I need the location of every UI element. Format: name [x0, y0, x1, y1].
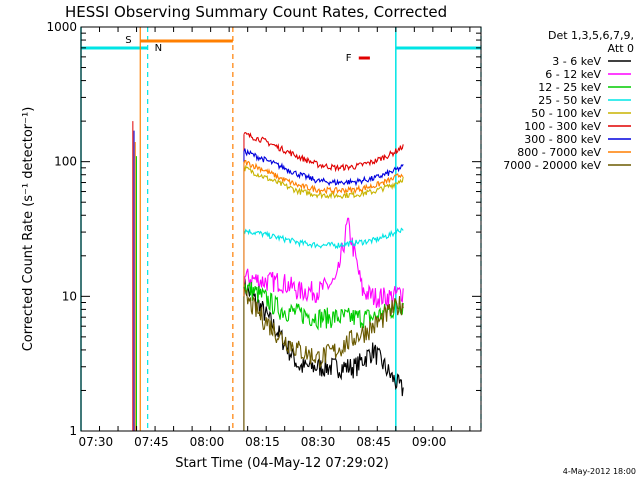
legend-label: 12 - 25 keV: [538, 81, 601, 94]
chart-title: HESSI Observing Summary Count Rates, Cor…: [65, 3, 447, 21]
flare-label: F: [346, 53, 352, 64]
x-tick-label: 08:00: [190, 435, 225, 449]
series-line: [243, 278, 404, 397]
legend-label: 800 - 7000 keV: [517, 146, 601, 159]
legend-label: 50 - 100 keV: [531, 107, 601, 120]
series-line: [243, 227, 404, 250]
x-tick-label: 08:30: [301, 435, 336, 449]
series-line: [243, 132, 404, 173]
y-tick-label: 10: [62, 289, 77, 303]
series-line: [243, 148, 404, 187]
y-axis: 1 10 100 1000: [46, 20, 481, 438]
background-markers: N S F: [80, 27, 482, 431]
legend-label: 100 - 300 keV: [524, 120, 601, 133]
plot-frame: [80, 26, 482, 432]
y-tick-label: 1000: [46, 20, 77, 34]
series-line: [243, 164, 404, 200]
attenuator-label: Att 0: [608, 42, 634, 55]
detectors-label: Det 1,3,5,6,7,9,: [548, 29, 634, 42]
x-tick-label: 08:15: [245, 435, 280, 449]
x-tick-label: 08:45: [356, 435, 391, 449]
x-tick-label: 09:00: [412, 435, 447, 449]
series-line: [243, 217, 404, 309]
legend-label: 7000 - 20000 keV: [503, 159, 601, 172]
series-line: [243, 160, 404, 195]
x-axis-label: Start Time (04-May-12 07:29:02): [175, 456, 389, 471]
legend-label: 3 - 6 keV: [552, 55, 601, 68]
y-tick-label: 100: [54, 155, 77, 169]
y-tick-label: 1: [69, 424, 77, 438]
saa-label: S: [125, 35, 131, 46]
legend-label: 6 - 12 keV: [545, 68, 601, 81]
series-group: [132, 121, 404, 431]
series-line: [243, 286, 404, 368]
y-axis-label: Corrected Count Rate (s⁻¹ detector⁻¹): [21, 107, 36, 352]
legend-label: 25 - 50 keV: [538, 94, 601, 107]
legend-label: 300 - 800 keV: [524, 133, 601, 146]
night-label: N: [155, 43, 162, 54]
x-tick-label: 07:30: [79, 435, 114, 449]
x-axis: 07:30 07:45 08:00 08:15 08:30 08:45 09:00: [79, 27, 471, 449]
x-tick-label: 07:45: [134, 435, 169, 449]
footer-date: 4-May-2012 18:00: [563, 467, 636, 476]
